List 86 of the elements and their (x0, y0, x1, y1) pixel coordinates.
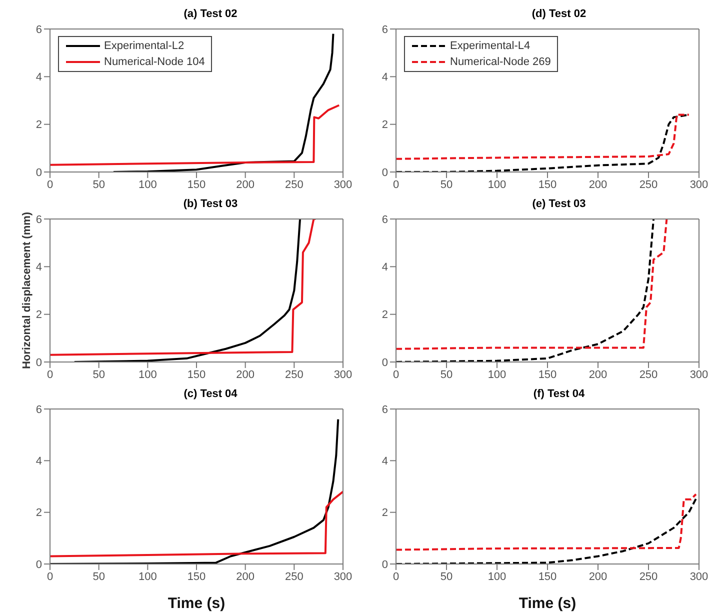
x-tick-label: 100 (138, 368, 157, 381)
x-tick-label: 250 (639, 368, 658, 381)
x-tick-label: 200 (236, 570, 255, 583)
y-tick-label: 2 (36, 119, 42, 132)
y-axis-title: Horizontal displacement (mm) (20, 212, 33, 370)
x-tick-label: 300 (334, 368, 352, 381)
x-axis-title: Time (s) (168, 595, 226, 612)
y-tick-label: 2 (382, 309, 388, 322)
x-tick-label: 50 (92, 178, 105, 191)
y-tick-label: 0 (36, 558, 42, 571)
x-tick-label: 0 (46, 570, 54, 583)
x-tick-label: 150 (538, 570, 557, 583)
x-tick-label: 50 (92, 570, 105, 583)
x-tick-label: 150 (187, 570, 206, 583)
y-tick-label: 6 (382, 404, 388, 416)
x-tick-label: 50 (92, 368, 105, 381)
y-tick-label: 4 (382, 262, 388, 274)
line-series (396, 114, 690, 160)
x-tick-label: 200 (236, 178, 255, 191)
x-tick-label: 150 (538, 368, 557, 381)
y-tick-label: 4 (36, 72, 42, 84)
y-tick-label: 0 (36, 356, 42, 369)
y-tick-label: 4 (36, 456, 42, 468)
line-series (50, 104, 340, 166)
x-tick-label: 250 (284, 570, 304, 583)
x-tick-label: 200 (236, 368, 255, 381)
x-tick-label: 200 (588, 368, 608, 381)
y-tick-label: 0 (36, 166, 42, 179)
chart-title: (b) Test 03 (182, 198, 239, 212)
x-tick-label: 250 (284, 368, 304, 381)
y-tick-label: 4 (382, 72, 388, 84)
y-tick-label: 6 (36, 214, 42, 226)
x-axis-title: Time (s) (518, 595, 576, 612)
legend-label: Numerical-Node 269 (450, 55, 551, 70)
x-tick-label: 200 (588, 570, 608, 583)
x-tick-label: 0 (392, 178, 400, 191)
legend-label: Experimental-L2 (104, 39, 184, 54)
y-tick-label: 6 (36, 404, 42, 416)
y-tick-label: 2 (382, 507, 388, 520)
x-tick-label: 50 (440, 178, 453, 191)
y-tick-label: 4 (382, 456, 388, 468)
y-tick-label: 0 (382, 166, 388, 179)
chart-title: (c) Test 04 (182, 388, 238, 402)
x-tick-label: 300 (334, 570, 352, 583)
chart-title: (f) Test 04 (532, 388, 586, 402)
y-tick-label: 6 (382, 214, 388, 226)
chart-title: (d) Test 02 (530, 8, 588, 22)
y-tick-label: 0 (382, 558, 388, 571)
x-tick-label: 300 (334, 178, 352, 191)
x-tick-label: 200 (588, 178, 608, 191)
x-tick-label: 50 (440, 368, 453, 381)
line-series (50, 219, 317, 356)
x-tick-label: 250 (639, 570, 658, 583)
y-tick-label: 2 (382, 119, 388, 132)
x-tick-label: 300 (690, 570, 708, 583)
y-tick-label: 4 (36, 262, 42, 274)
y-tick-label: 6 (382, 24, 388, 36)
y-tick-label: 6 (36, 24, 42, 36)
x-tick-label: 250 (639, 178, 658, 191)
legend-label: Experimental-L4 (450, 39, 530, 54)
chart-title: (a) Test 02 (182, 8, 238, 22)
x-tick-label: 300 (690, 178, 708, 191)
x-tick-label: 100 (488, 178, 506, 191)
x-tick-label: 150 (538, 178, 557, 191)
x-tick-label: 100 (138, 570, 157, 583)
x-tick-label: 150 (187, 178, 206, 191)
x-tick-label: 0 (46, 368, 54, 381)
y-tick-label: 0 (382, 356, 388, 369)
x-tick-label: 0 (392, 570, 400, 583)
x-tick-label: 0 (392, 368, 400, 381)
x-tick-label: 0 (46, 178, 54, 191)
x-tick-label: 100 (488, 368, 506, 381)
y-tick-label: 2 (36, 309, 42, 322)
line-series (50, 418, 340, 564)
x-tick-label: 300 (690, 368, 708, 381)
chart-title: (e) Test 03 (531, 198, 587, 212)
line-series (396, 493, 697, 551)
x-tick-label: 250 (284, 178, 304, 191)
line-series (73, 219, 302, 362)
x-tick-label: 100 (138, 178, 157, 191)
x-tick-label: 100 (488, 570, 506, 583)
line-series (50, 490, 343, 558)
y-tick-label: 2 (36, 507, 42, 520)
legend-label: Numerical-Node 104 (104, 55, 205, 70)
x-tick-label: 150 (187, 368, 206, 381)
x-tick-label: 50 (440, 570, 453, 583)
